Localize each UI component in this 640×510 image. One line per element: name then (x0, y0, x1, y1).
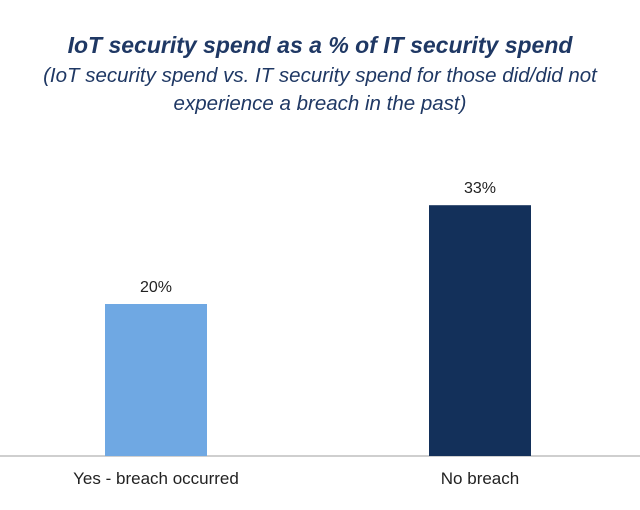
x-tick-label-1: No breach (441, 469, 519, 488)
bar-0 (105, 304, 207, 456)
chart-title: IoT security spend as a % of IT security… (67, 32, 573, 58)
x-tick-label-0: Yes - breach occurred (73, 469, 239, 488)
data-label-1: 33% (464, 180, 496, 197)
chart-title-block: IoT security spend as a % of IT security… (0, 30, 640, 118)
chart-subtitle: (IoT security spend vs. IT security spen… (43, 64, 597, 115)
data-label-0: 20% (140, 279, 172, 296)
bar-1 (429, 205, 531, 456)
